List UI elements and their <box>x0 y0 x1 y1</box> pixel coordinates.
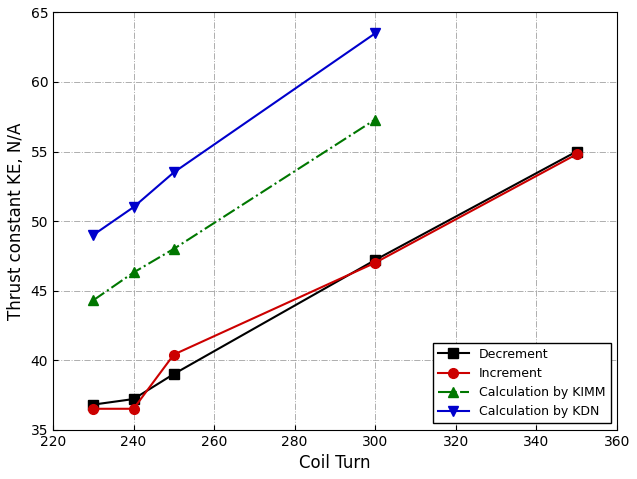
Legend: Decrement, Increment, Calculation by KIMM, Calculation by KDN: Decrement, Increment, Calculation by KIM… <box>433 342 611 423</box>
Increment <box>170 352 178 357</box>
Calculation by KIMM <box>170 246 178 252</box>
Increment <box>371 260 379 266</box>
Calculation by KIMM <box>130 270 138 275</box>
Line: Increment: Increment <box>89 149 582 414</box>
Calculation by KDN <box>130 204 138 210</box>
Increment <box>130 406 138 411</box>
Increment <box>573 151 580 157</box>
Decrement <box>573 148 580 154</box>
X-axis label: Coil Turn: Coil Turn <box>299 454 371 472</box>
Calculation by KIMM <box>371 117 379 123</box>
Decrement <box>371 257 379 263</box>
Calculation by KDN <box>89 232 97 238</box>
Line: Calculation by KIMM: Calculation by KIMM <box>89 114 380 305</box>
Decrement <box>89 402 97 408</box>
Increment <box>89 406 97 411</box>
Line: Calculation by KDN: Calculation by KDN <box>89 28 380 240</box>
Line: Decrement: Decrement <box>89 147 582 410</box>
Calculation by KDN <box>170 170 178 175</box>
Decrement <box>170 371 178 377</box>
Calculation by KDN <box>371 31 379 36</box>
Y-axis label: Thrust constant KE, N/A: Thrust constant KE, N/A <box>7 122 25 319</box>
Calculation by KIMM <box>89 297 97 303</box>
Decrement <box>130 396 138 402</box>
